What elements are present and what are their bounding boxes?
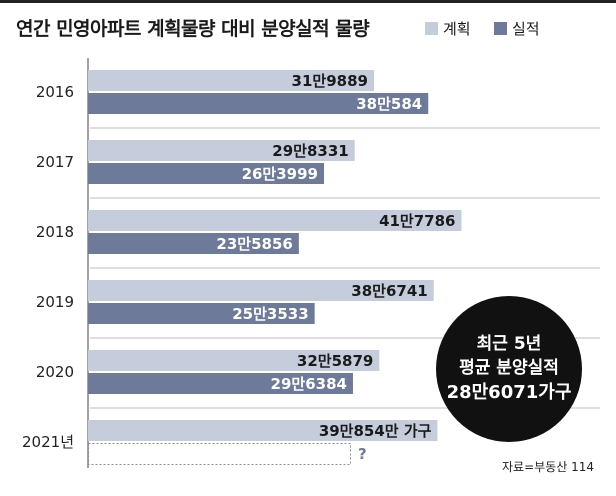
category-label: 2019 xyxy=(36,293,74,311)
bar-label-plan: 32만5879 xyxy=(297,352,373,370)
top-rule xyxy=(0,0,616,3)
legend-swatch-actual xyxy=(494,22,507,35)
callout-line-2: 평균 분양실적 xyxy=(459,358,559,378)
bar-plan xyxy=(88,140,355,161)
bar-label-actual: 25만3533 xyxy=(232,305,308,323)
legend-swatch-plan xyxy=(425,22,438,35)
bar-label-actual: 26만3999 xyxy=(242,165,318,183)
legend-item-plan: 계획 xyxy=(425,18,471,39)
bar-plan xyxy=(88,210,462,231)
bar-label-plan: 41만7786 xyxy=(379,212,455,230)
bar-plan xyxy=(88,420,438,441)
legend-label-plan: 계획 xyxy=(443,20,471,38)
bar-actual xyxy=(88,93,429,114)
category-label: 2016 xyxy=(36,83,74,101)
bar-actual xyxy=(88,303,315,324)
bar-plan xyxy=(88,350,380,371)
bar-plan xyxy=(88,70,374,91)
bar-label-actual: ? xyxy=(358,445,367,463)
legend-item-actual: 실적 xyxy=(494,18,540,39)
category-label: 2020 xyxy=(36,363,74,381)
category-label: 2018 xyxy=(36,223,74,241)
callout-line-1: 최근 5년 xyxy=(476,334,542,354)
bar-label-plan: 38만6741 xyxy=(351,282,427,300)
bar-actual-pending xyxy=(88,443,351,465)
bar-actual xyxy=(88,373,353,394)
bar-plan xyxy=(88,280,434,301)
bar-actual xyxy=(88,163,325,184)
legend-label-actual: 실적 xyxy=(512,20,540,38)
bar-label-plan: 29만8331 xyxy=(272,142,348,160)
chart-title: 연간 민영아파트 계획물량 대비 분양실적 물량 xyxy=(16,18,370,40)
category-label: 2017 xyxy=(36,153,74,171)
callout-line-3: 28만6071가구 xyxy=(446,382,572,403)
bar-label-plan: 31만9889 xyxy=(292,72,368,90)
bar-actual xyxy=(88,233,299,254)
average-callout: 최근 5년 평균 분양실적 28만6071가구 xyxy=(436,296,582,442)
bar-label-actual: 38만584 xyxy=(356,95,422,113)
bar-label-plan: 39만854만 가구 xyxy=(319,422,432,440)
bar-label-actual: 23만5856 xyxy=(216,235,292,253)
source-note: 자료=부동산 114 xyxy=(502,460,594,474)
category-label: 2021년 xyxy=(22,433,74,451)
bar-label-actual: 29만6384 xyxy=(271,375,347,393)
